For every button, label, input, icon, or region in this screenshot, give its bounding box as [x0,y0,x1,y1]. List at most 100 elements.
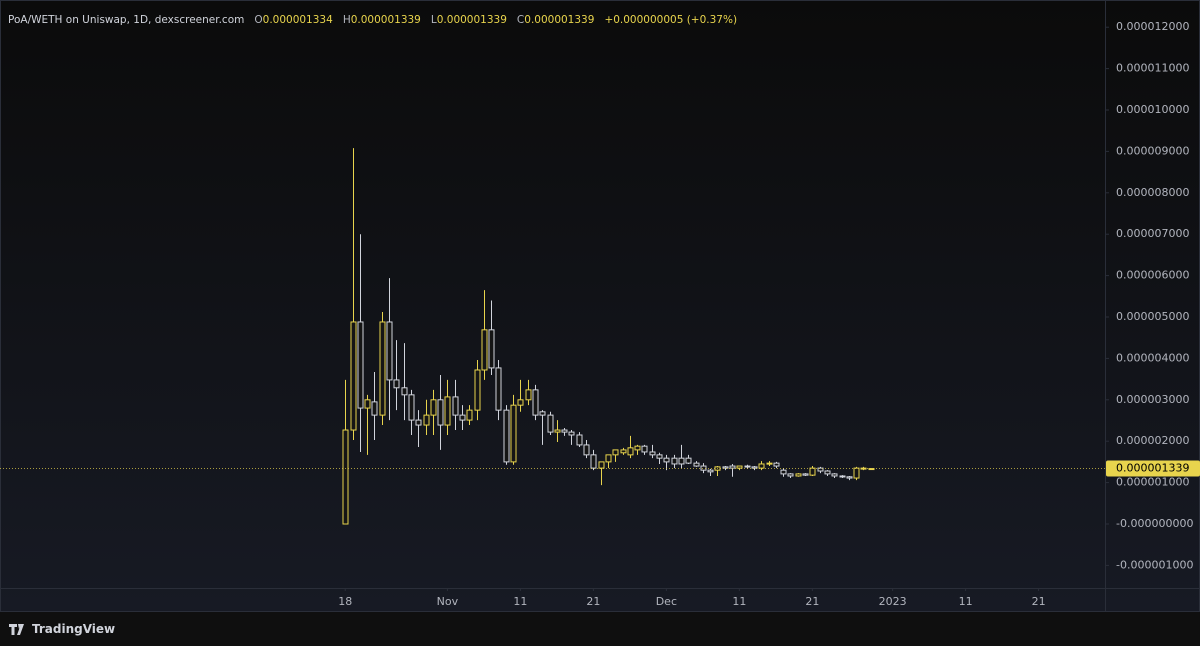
candle-body [649,451,656,456]
brand-logo [9,624,24,635]
candle-body [444,396,451,426]
candle-body [831,473,838,477]
candle-body [809,467,816,476]
chart-background [0,0,1200,612]
candle-body [488,329,495,369]
y-tick-label: 0.000001000 [1116,476,1189,489]
candle-body [547,414,554,433]
candle-body [663,457,670,463]
candle-body [539,411,546,416]
candle-body [839,475,846,478]
x-tick-label: Dec [656,595,677,608]
candle-body [598,461,605,469]
candle-body [415,419,422,426]
last-price-box [1106,460,1200,477]
change-value: +0.000000005 (+0.37%) [604,14,738,26]
ohlc-value: 0.000001339 [524,14,595,26]
candle-body [423,414,430,426]
ohlc-value: 0.000001339 [436,14,507,26]
x-tick-label: 11 [959,595,973,608]
y-tick-label: 0.000012000 [1116,20,1189,33]
y-tick-label: 0.000003000 [1116,393,1189,406]
candle-body [364,399,371,409]
y-tick-label: -0.000001000 [1116,558,1193,571]
ohlc-value: 0.000001334 [262,14,333,26]
brand-name[interactable]: TradingView [32,622,116,636]
x-tick-label: 11 [732,595,746,608]
y-tick-label: 0.000006000 [1116,269,1189,282]
ohlc-value: 0.000001339 [350,14,421,26]
candle-body [357,321,364,409]
plot-area: 0.000012000 0.000011000 0.000010000 0.00000… [0,20,1200,608]
candle-body [554,429,561,433]
candle-body [751,466,758,469]
candle-body [773,462,780,467]
candle-body [634,445,641,451]
candle-body [678,457,685,465]
candle-body [393,379,400,389]
candle-body [722,466,729,469]
candle-body [846,476,853,479]
candle-body [824,470,831,475]
candle-body [671,457,678,465]
ohlc-label: H [342,14,351,26]
candle-body [576,434,583,446]
candle-body [342,429,349,525]
candle-body [408,394,415,421]
candle-body [525,389,532,401]
candle-body [729,465,736,469]
candle-body [817,467,824,472]
candle-body [612,449,619,456]
footer: TradingView [0,612,1200,646]
candle-body [627,447,634,456]
candle-body [795,473,802,477]
x-tick-label: 21 [805,595,819,608]
candle-body [590,454,597,469]
x-tick-label: 2023 [879,595,907,608]
candle-body [744,465,751,468]
candle-body [371,401,378,416]
legend-header: PoA/WETH on Uniswap, 1D, dexscreener.com… [8,14,737,26]
last-price-label: 0.000001339 [1116,462,1189,475]
candle-body [379,321,386,416]
x-tick-label: Nov [437,595,459,608]
candle-body [466,409,473,421]
candle-body [459,414,466,421]
y-tick-label: 0.000007000 [1116,227,1189,240]
x-tick-label: 11 [513,595,527,608]
candle-body [736,465,743,469]
candle-body [386,321,393,381]
candle-body [481,329,488,371]
ohlc-label: C [516,14,525,26]
candle-body [693,462,700,467]
candle-body [452,396,459,416]
candle-body [583,444,590,456]
candle-body [641,445,648,453]
ohlc-label: L [430,14,437,26]
y-tick-label: 0.000009000 [1116,144,1189,157]
x-tick-label: 18 [338,595,352,608]
y-tick-label: 0.000004000 [1116,351,1189,364]
candle-body [474,369,481,411]
x-tick-label: 21 [1032,595,1046,608]
candle-body [350,321,357,431]
chart: 0.000012000 0.000011000 0.000010000 0.00000… [0,0,1200,612]
candle-body [437,399,444,426]
candle-body [766,462,773,465]
ohlc-label: O [254,14,263,26]
candle-body [510,404,517,463]
candle-body [620,449,627,454]
y-tick-label: 0.000002000 [1116,434,1189,447]
symbol-title: PoA/WETH on Uniswap, 1D, dexscreener.com [8,14,245,26]
candle-body [561,429,568,433]
candle-body [656,454,663,459]
x-tick-label: 21 [586,595,600,608]
candle-body [495,367,502,411]
y-tick-label: 0.000010000 [1116,103,1189,116]
candle-body [707,469,714,473]
candle-body [517,399,524,406]
candle-body [568,431,575,436]
candle-body [503,409,510,463]
candle-body [605,454,612,463]
